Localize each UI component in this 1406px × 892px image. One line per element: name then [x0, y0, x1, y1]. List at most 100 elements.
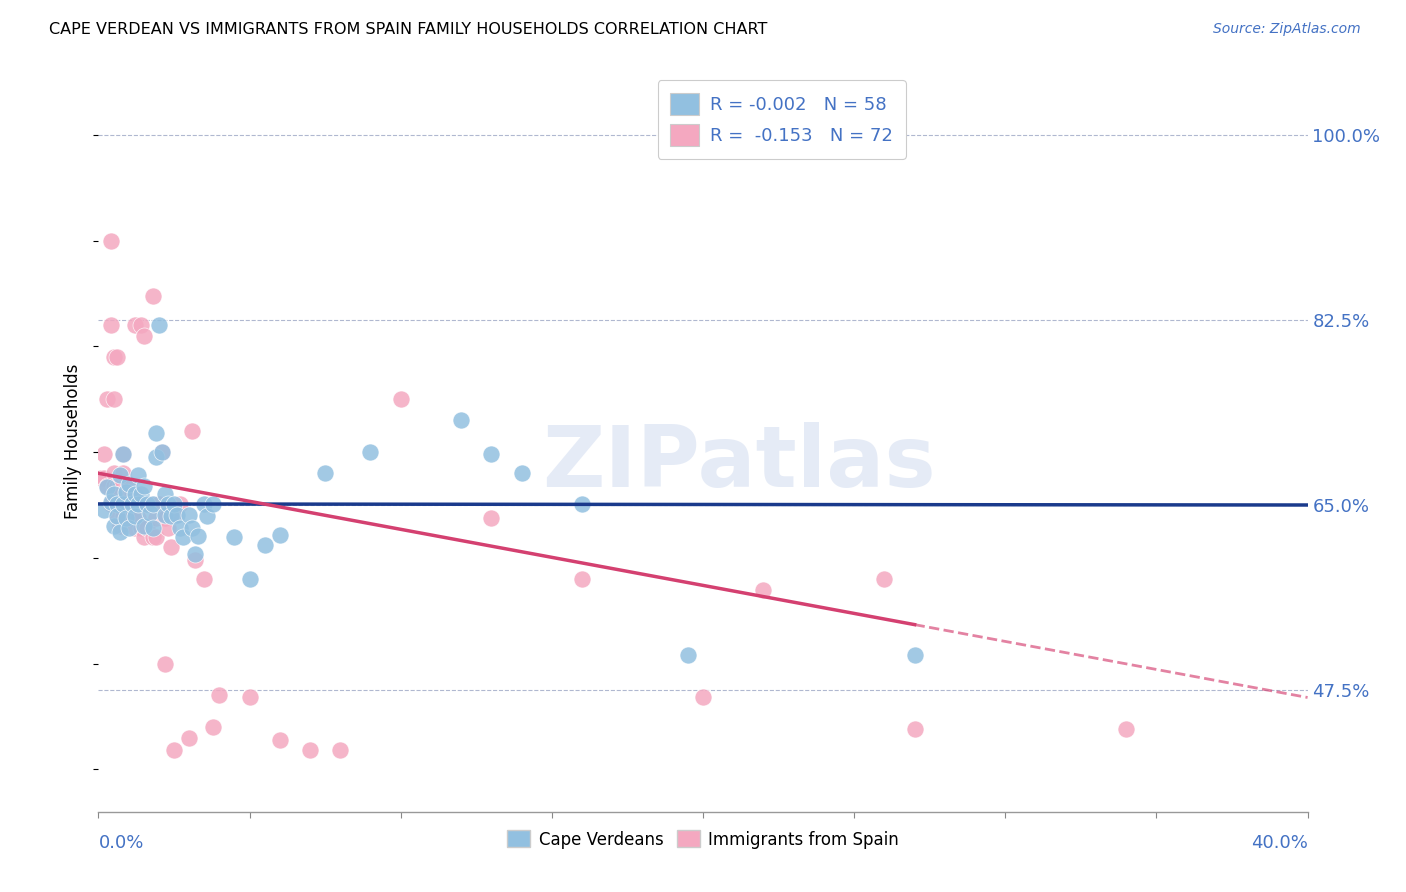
- Point: [135, 521, 157, 535]
- Point: [105, 350, 128, 364]
- Point: [450, 413, 472, 427]
- Point: [904, 723, 927, 737]
- Point: [752, 582, 775, 597]
- Point: [108, 479, 131, 493]
- Point: [253, 538, 276, 552]
- Point: [179, 508, 201, 522]
- Point: [160, 508, 183, 523]
- Point: [153, 510, 176, 524]
- Point: [145, 530, 167, 544]
- Point: [181, 424, 204, 438]
- Point: [193, 497, 215, 511]
- Point: [510, 467, 533, 481]
- Point: [108, 497, 131, 511]
- Point: [142, 497, 165, 511]
- Point: [108, 525, 131, 540]
- Point: [169, 521, 191, 535]
- Point: [129, 318, 152, 333]
- Point: [142, 521, 165, 535]
- Point: [124, 318, 146, 333]
- Point: [181, 521, 204, 535]
- Text: 40.0%: 40.0%: [1251, 834, 1308, 852]
- Point: [179, 731, 201, 745]
- Point: [124, 521, 146, 535]
- Point: [121, 497, 143, 511]
- Point: [160, 541, 183, 555]
- Point: [103, 467, 125, 481]
- Point: [299, 743, 322, 757]
- Point: [103, 479, 125, 493]
- Point: [121, 510, 143, 524]
- Point: [132, 530, 155, 544]
- Text: ZIPatlas: ZIPatlas: [543, 422, 936, 505]
- Point: [184, 553, 207, 567]
- Point: [156, 497, 179, 511]
- Point: [118, 476, 141, 491]
- Point: [172, 530, 194, 544]
- Point: [148, 318, 170, 333]
- Point: [153, 487, 176, 501]
- Point: [145, 510, 167, 524]
- Point: [571, 497, 593, 511]
- Point: [135, 497, 157, 511]
- Point: [142, 530, 165, 544]
- Point: [163, 743, 186, 757]
- Point: [139, 497, 162, 511]
- Point: [121, 487, 143, 501]
- Point: [153, 508, 176, 522]
- Point: [904, 648, 927, 663]
- Point: [132, 479, 155, 493]
- Point: [111, 447, 134, 461]
- Point: [105, 497, 128, 511]
- Point: [114, 487, 136, 501]
- Legend: Cape Verdeans, Immigrants from Spain: Cape Verdeans, Immigrants from Spain: [501, 823, 905, 855]
- Point: [224, 530, 246, 544]
- Point: [129, 487, 152, 501]
- Point: [169, 497, 191, 511]
- Point: [150, 445, 173, 459]
- Point: [184, 547, 207, 561]
- Point: [93, 447, 115, 461]
- Point: [132, 328, 155, 343]
- Point: [202, 720, 225, 734]
- Point: [156, 521, 179, 535]
- Point: [1115, 723, 1137, 737]
- Point: [145, 426, 167, 441]
- Point: [153, 657, 176, 671]
- Point: [329, 743, 352, 757]
- Point: [145, 450, 167, 465]
- Point: [100, 495, 122, 509]
- Point: [163, 508, 186, 523]
- Point: [135, 497, 157, 511]
- Point: [239, 572, 262, 586]
- Point: [111, 508, 134, 523]
- Point: [105, 508, 128, 523]
- Point: [873, 572, 896, 586]
- Point: [111, 497, 134, 511]
- Point: [163, 497, 186, 511]
- Point: [103, 487, 125, 501]
- Point: [481, 447, 503, 461]
- Point: [127, 497, 149, 511]
- Point: [129, 521, 152, 535]
- Point: [187, 529, 209, 543]
- Point: [571, 572, 593, 586]
- Y-axis label: Family Households: Family Households: [65, 364, 83, 519]
- Text: Source: ZipAtlas.com: Source: ZipAtlas.com: [1213, 22, 1361, 37]
- Point: [139, 507, 162, 521]
- Point: [208, 689, 231, 703]
- Point: [111, 447, 134, 461]
- Point: [105, 497, 128, 511]
- Point: [127, 497, 149, 511]
- Text: 0.0%: 0.0%: [98, 834, 143, 852]
- Point: [193, 572, 215, 586]
- Point: [108, 487, 131, 501]
- Point: [100, 234, 122, 248]
- Text: CAPE VERDEAN VS IMMIGRANTS FROM SPAIN FAMILY HOUSEHOLDS CORRELATION CHART: CAPE VERDEAN VS IMMIGRANTS FROM SPAIN FA…: [49, 22, 768, 37]
- Point: [105, 508, 128, 523]
- Point: [127, 510, 149, 524]
- Point: [389, 392, 412, 407]
- Point: [314, 467, 336, 481]
- Point: [239, 690, 262, 705]
- Point: [105, 479, 128, 493]
